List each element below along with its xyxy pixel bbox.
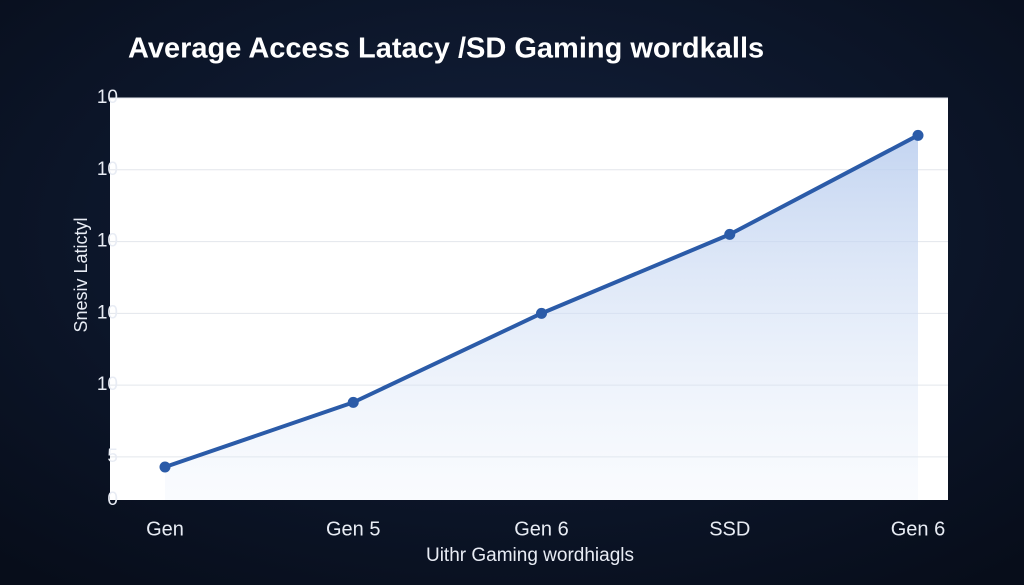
y-tick-label: 10 xyxy=(97,159,118,180)
data-point xyxy=(347,396,359,408)
y-tick-label: 10 xyxy=(97,87,118,108)
x-tick-label: Gen 5 xyxy=(326,518,380,540)
data-point xyxy=(912,129,924,141)
data-point xyxy=(536,307,547,319)
x-tick-label: Gen xyxy=(146,518,184,540)
y-tick-label: 0 xyxy=(107,489,118,510)
x-axis-title: Uithr Gaming wordhiagls xyxy=(426,545,634,566)
chart-title: Average Access Latacy /SD Gaming wordkal… xyxy=(128,33,764,65)
y-tick-label: 5 xyxy=(107,446,118,467)
data-point xyxy=(724,228,736,240)
x-tick-label: Gen 6 xyxy=(514,518,568,540)
y-axis-title: Snesiv Latictyl xyxy=(71,217,91,332)
data-point xyxy=(159,461,171,473)
y-tick-label: 10 xyxy=(97,302,118,323)
x-tick-label: SSD xyxy=(709,518,750,540)
x-tick-label: Gen 6 xyxy=(891,518,945,540)
y-tick-label: 10 xyxy=(97,231,118,252)
y-tick-label: 10 xyxy=(97,374,118,395)
